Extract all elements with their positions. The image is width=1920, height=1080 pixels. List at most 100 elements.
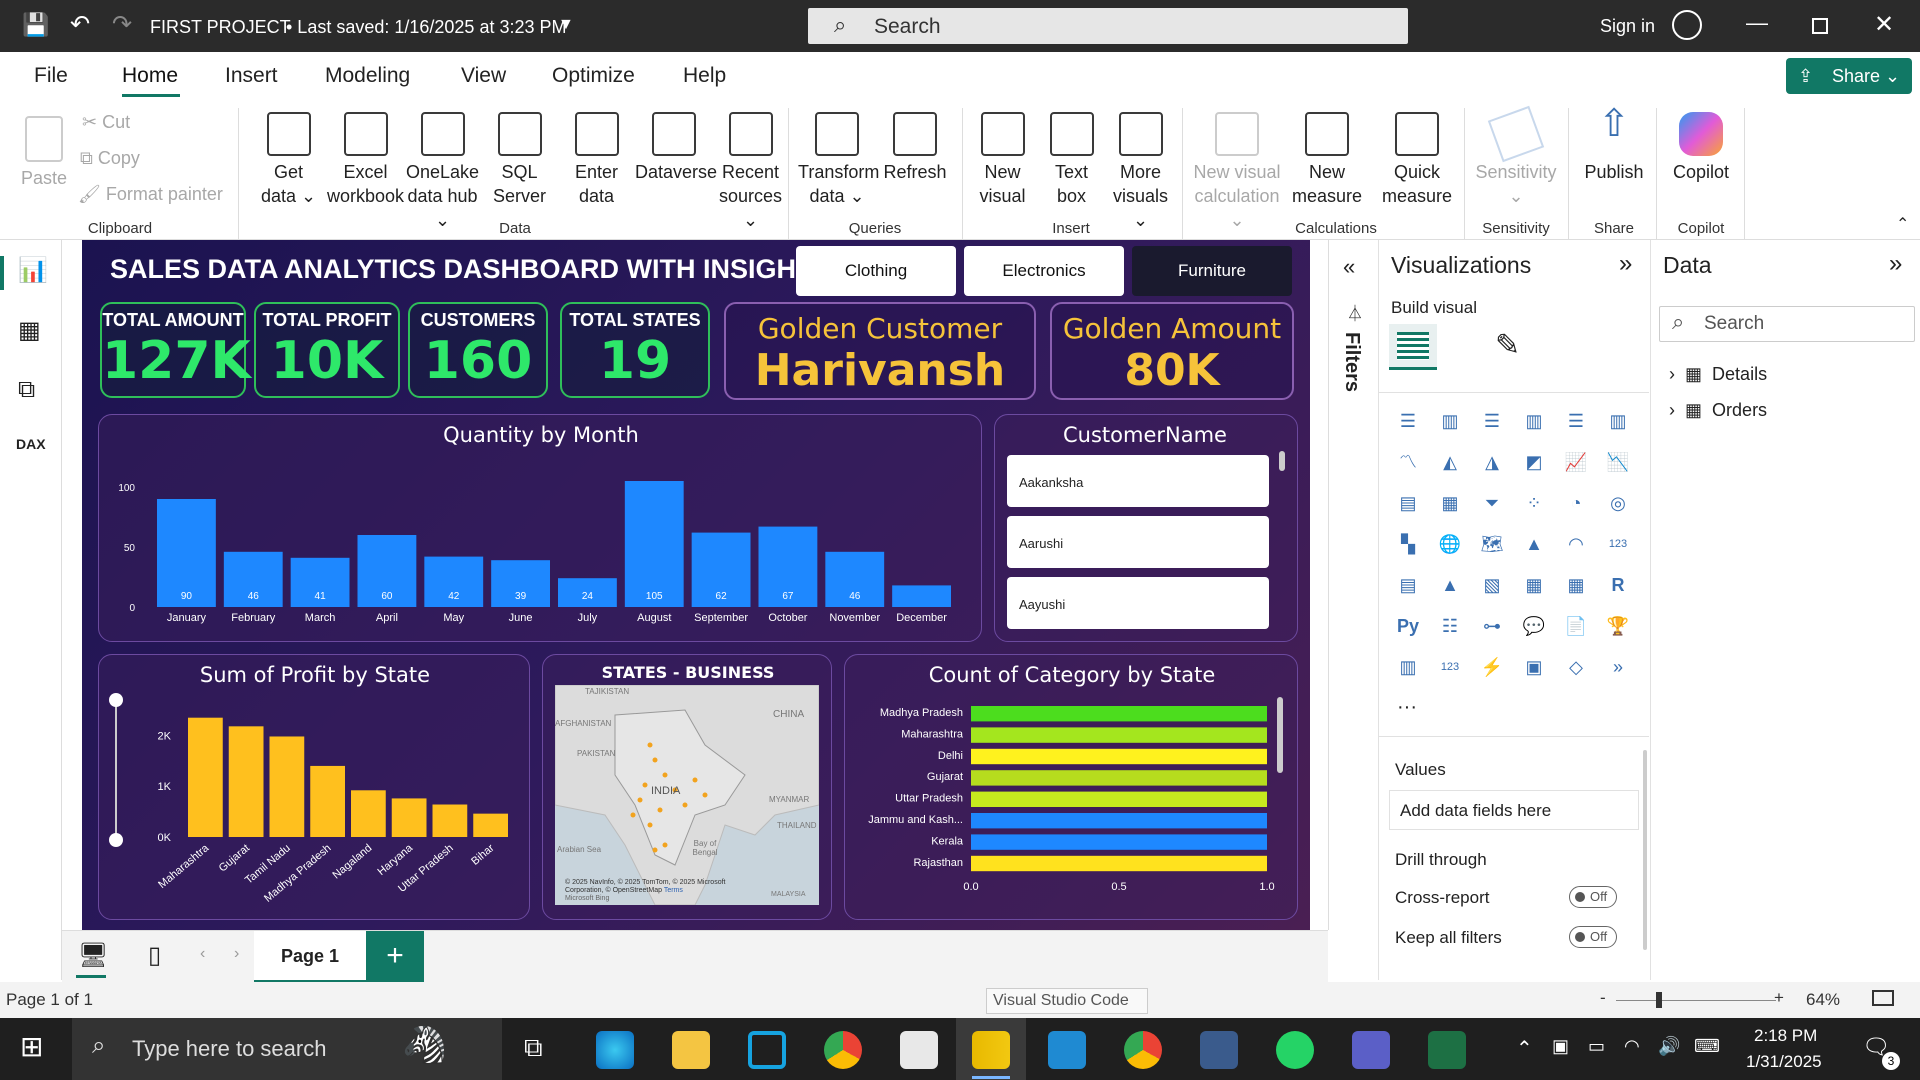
clustered-bar-icon[interactable]: ☰ [1483,411,1501,431]
format-visual-icon[interactable]: ✎ [1495,329,1521,362]
battery-icon[interactable]: ▭ [1588,1036,1606,1056]
dax-view-icon[interactable]: DAX [16,436,46,452]
table-orders[interactable]: › ▦ Orders [1669,400,1767,421]
task-view-icon[interactable]: ⧉ [524,1032,543,1062]
vscode-icon[interactable] [1048,1031,1086,1069]
data-button-2[interactable]: OneLake data hub ⌄ [404,112,481,232]
multirow-card-icon[interactable]: ▤ [1399,575,1417,595]
whatsapp-icon[interactable] [1276,1031,1314,1069]
area-chart-icon[interactable]: ◭ [1443,452,1457,472]
bar[interactable] [825,551,885,607]
funnel-icon[interactable]: ⏷ [1484,493,1500,513]
slicer-item[interactable]: Aakanksha [1007,455,1269,507]
bar[interactable] [691,532,751,607]
paginated-report-icon[interactable]: ▥ [1399,657,1417,677]
expand-right-icon[interactable]: » [1619,250,1633,277]
add-data-fields-well[interactable]: Add data fields here [1389,790,1639,830]
taskbar-search-input[interactable]: ⌕ Type here to search 🦓 [72,1018,502,1080]
azure-map-icon[interactable]: ▲ [1525,534,1543,554]
menu-home[interactable]: Home [122,64,179,87]
narrative-icon[interactable]: 📄 [1564,616,1588,636]
file-explorer-icon[interactable] [672,1031,710,1069]
table-details[interactable]: › ▦ Details [1669,364,1767,385]
power-automate-icon[interactable]: ▣ [1525,657,1543,677]
data-button-3[interactable]: SQL Server [481,112,558,208]
model-view-icon[interactable]: ⧉ [18,376,36,403]
slicer-icon[interactable]: ▧ [1483,575,1501,595]
bar[interactable] [971,748,1267,765]
bar[interactable] [971,770,1267,786]
states-business-map[interactable]: STATES - BUSINESS TAJIKISTAN AFGHANISTAN… [542,654,832,920]
edge-icon[interactable] [596,1031,634,1069]
bar[interactable] [624,481,684,607]
insert-button-0[interactable]: New visual [968,112,1037,208]
filled-map-icon[interactable]: 🗺 [1480,534,1504,554]
wifi-icon[interactable]: ◠ [1624,1036,1640,1056]
filters-pane[interactable]: « ⏃ Filters [1328,240,1378,930]
data-button-5[interactable]: Dataverse [635,112,717,184]
menu-file[interactable]: File [34,64,68,87]
menu-optimize[interactable]: Optimize [552,64,635,87]
undo-icon[interactable]: ↶ [70,11,91,38]
copilot-button[interactable]: Copilot [1664,112,1738,184]
decomposition-tree-icon[interactable]: ⊶ [1483,616,1501,636]
profit-by-state-chart[interactable]: Sum of Profit by State 2K 1K 0K Maharashtra… [98,654,530,920]
map-area[interactable]: TAJIKISTAN AFGHANISTAN PAKISTAN INDIA CH… [555,685,819,905]
data-button-1[interactable]: Excel workbook [327,112,404,208]
bar[interactable] [310,765,345,837]
bar[interactable] [971,727,1267,743]
bar[interactable] [971,834,1267,850]
bar[interactable] [971,706,1267,722]
chevron-up-icon[interactable]: ⌃ [1516,1038,1533,1060]
kpi-icon[interactable]: ▲ [1441,575,1459,595]
chart-scrollbar[interactable] [1277,697,1283,773]
sensitivity-button[interactable]: Sensitivity ⌄ [1470,105,1562,208]
search-input[interactable]: ⌕ Search [808,8,1408,44]
line-chart-icon[interactable]: 〽 [1399,452,1417,472]
ribbon-chart-icon[interactable]: ◩ [1525,452,1543,472]
fit-to-page-icon[interactable] [1872,990,1894,1006]
key-influencers-icon[interactable]: ☷ [1441,616,1459,636]
pane-scrollbar[interactable] [1643,750,1647,950]
menu-help[interactable]: Help [683,64,727,87]
map-icon[interactable]: 🌐 [1438,534,1462,554]
avatar-icon[interactable] [1672,10,1702,40]
bar[interactable] [491,560,550,607]
prev-page-icon[interactable]: ‹ [200,945,206,962]
stacked-column-icon[interactable]: ▥ [1441,411,1459,431]
stacked-bar-icon[interactable]: ☰ [1399,411,1417,431]
more-visuals-icon[interactable]: ··· [1397,696,1417,718]
100-bar-icon[interactable]: ☰ [1567,411,1585,431]
add-page-button[interactable]: + [366,931,424,983]
slicer-item[interactable]: Aayushi [1007,577,1269,629]
insert-button-2[interactable]: More visuals ⌄ [1106,112,1175,232]
page-tab-1[interactable]: Page 1 [254,931,366,983]
tab-electronics[interactable]: Electronics [964,246,1124,296]
data-button-4[interactable]: Enter data [558,112,635,208]
r-visual-icon[interactable]: R [1611,575,1625,595]
matrix-icon[interactable]: ▦ [1567,575,1585,595]
bar[interactable] [758,526,818,607]
bar[interactable] [391,798,427,837]
chrome-profile-icon[interactable] [1124,1031,1162,1069]
collapse-ribbon-icon[interactable]: ⌃ [1896,216,1910,233]
calc-button-2[interactable]: Quick measure [1372,112,1462,208]
range-slider-handle[interactable] [109,693,123,707]
file-icon[interactable] [900,1031,938,1069]
scatter-icon[interactable]: ⁘ [1526,493,1542,513]
copy-button[interactable]: ⧉ Copy [80,148,140,168]
power-apps-visual-icon[interactable]: ◇ [1569,657,1583,677]
volume-icon[interactable]: 🔊 [1658,1036,1681,1056]
bar[interactable] [971,855,1267,872]
clock-date[interactable]: 1/31/2025 [1746,1052,1822,1071]
data-button-0[interactable]: Get data ⌄ [250,112,327,208]
app-icon[interactable] [1200,1031,1238,1069]
clock-time[interactable]: 2:18 PM [1754,1026,1818,1045]
zoom-out-icon[interactable]: - [1600,988,1606,1007]
report-view-icon[interactable]: 📊 [18,257,48,284]
power-bi-icon[interactable] [972,1031,1010,1069]
range-slider-handle[interactable] [109,833,123,847]
sign-in-link[interactable]: Sign in [1600,16,1656,36]
queries-button-0[interactable]: Transform data ⌄ [798,112,879,208]
redo-icon[interactable]: ↷ [112,11,133,38]
